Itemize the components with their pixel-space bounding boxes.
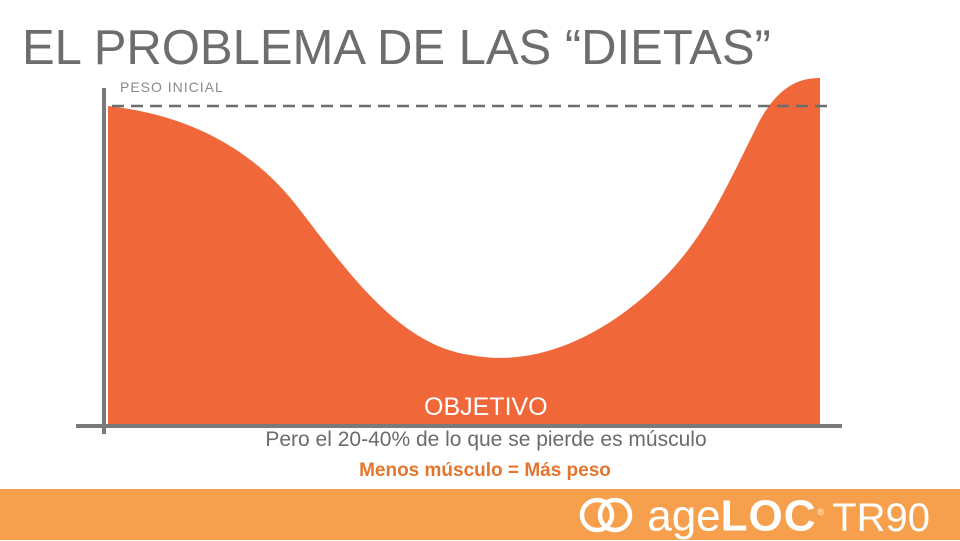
initial-weight-label: PESO INICIAL: [120, 79, 224, 95]
less-muscle-text: Menos músculo =: [359, 460, 520, 481]
goal-label: OBJETIVO: [424, 393, 548, 421]
muscle-loss-caption: Pero el 20-40% de lo que se pierde es mú…: [265, 428, 707, 451]
conclusion-caption: Menos músculo = Más peso: [0, 460, 960, 482]
ageloc-tr90-logo: ageLOC® TR90: [577, 492, 930, 538]
brand-mark: LOC: [720, 491, 817, 541]
weight-curve-area: [108, 78, 820, 424]
more-weight-text: Más peso: [524, 460, 611, 481]
brand-prefix: age: [647, 491, 721, 541]
brand-wordmark: ageLOC® TR90: [647, 492, 930, 538]
slide-title: EL PROBLEMA DE LAS “DIETAS”: [22, 21, 771, 75]
footer-bar: ageLOC® TR90: [0, 489, 960, 540]
registered-mark: ®: [817, 507, 825, 518]
ageloc-rings-icon: [579, 497, 633, 533]
product-name: TR90: [832, 495, 930, 540]
